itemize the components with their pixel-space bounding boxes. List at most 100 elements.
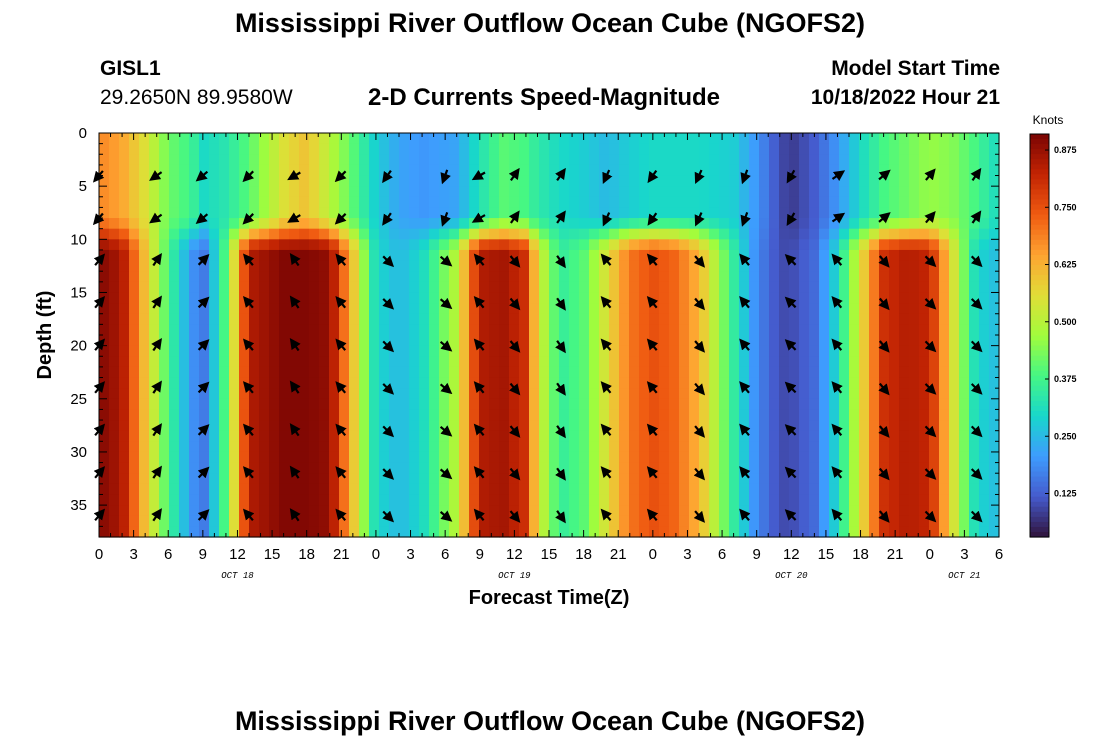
heatmap-cell [519,515,530,527]
current-vector-arrow [600,381,612,394]
heatmap-cell [639,260,650,272]
heatmap-cell [149,409,160,421]
heatmap-cell [589,164,600,177]
heatmap-cell [459,281,470,294]
x-tick-labels: 0 3 6 9 12 15 18 21 0 3 6 9 12 15 18 21 0 3 6 9 12 15 18 21 0 3 6 [95,546,1003,563]
heatmap-cell [129,164,140,177]
heatmap-cell [319,218,330,230]
heatmap-cell [259,409,270,421]
heatmap-cell [219,441,230,453]
heatmap-cell [249,494,260,506]
heatmap-cell [219,409,230,421]
heatmap-cell [359,313,370,325]
heatmap-cell [959,409,970,421]
heatmap-cell [109,218,120,230]
heatmap-cell [269,218,280,230]
heatmap-cell [449,271,460,283]
heatmap-cell [959,430,970,442]
heatmap-cell [729,313,740,325]
heatmap-cell [859,377,870,389]
heatmap-cell [169,143,180,155]
heatmap-cell [369,186,380,198]
heatmap-cell [779,239,790,251]
heatmap-cell [99,154,110,166]
heatmap-cell [219,430,230,442]
colorbar-tick-label: 0.375 [1054,374,1077,384]
heatmap-cell [769,494,780,506]
heatmap-cell [829,515,840,527]
heatmap-cell [549,494,560,506]
heatmap-cell [229,345,240,357]
heatmap-cell [639,154,650,166]
heatmap-cell [319,154,330,166]
heatmap-cell [359,154,370,166]
heatmap-cell [299,494,310,506]
heatmap-cell [559,292,570,304]
heatmap-cell [859,526,870,538]
heatmap-cell [149,186,160,198]
heatmap-cell [589,281,600,294]
heatmap-cell [929,526,940,538]
current-vector-arrow [739,381,751,394]
heatmap-cell [509,345,520,357]
heatmap-cell [499,133,510,145]
heatmap-cell [829,356,840,368]
heatmap-cell [919,186,930,198]
heatmap-cell [669,409,680,421]
heatmap-cell [629,281,640,294]
heatmap-cell [269,526,280,538]
heatmap-cell [109,228,120,240]
heatmap-cell [369,143,380,155]
heatmap-cell [589,366,600,379]
heatmap-cell [929,494,940,506]
heatmap-cell [909,483,920,496]
heatmap-cell [509,313,520,325]
heatmap-cell [609,249,620,262]
heatmap-cell [699,356,710,368]
heatmap-cell [129,143,140,155]
heatmap-cell [539,483,550,496]
colorbar-segment [1030,476,1049,483]
heatmap-cell [329,398,340,411]
heatmap-cell [779,249,790,262]
heatmap-cell [719,335,730,347]
heatmap-cell [309,313,320,325]
heatmap-cell [279,441,290,453]
heatmap-cell [99,515,110,527]
heatmap-cell [359,335,370,347]
heatmap-cell [649,303,660,315]
heatmap-cell [949,133,960,145]
heatmap-cell [599,303,610,315]
heatmap-cell [419,377,430,389]
heatmap-cell [309,409,320,421]
heatmap-cell [229,505,240,517]
heatmap-cell [609,175,620,187]
heatmap-cell [979,186,990,198]
heatmap-cell [379,324,390,336]
heatmap-cell [729,462,740,474]
heatmap-cell [99,483,110,496]
heatmap-cell [909,196,920,209]
heatmap-cell [129,196,140,209]
heatmap-cell [259,430,270,442]
heatmap-cell [459,133,470,145]
heatmap-cell [679,526,690,538]
heatmap-cell [429,260,440,272]
heatmap-cell [129,324,140,336]
heatmap-cell [549,271,560,283]
heatmap-cell [499,175,510,187]
heatmap-cell [889,154,900,166]
heatmap-cell [739,239,750,251]
heatmap-cell [349,494,360,506]
heatmap-cell [689,356,700,368]
colorbar-segment [1030,234,1049,241]
heatmap-cell [819,228,830,240]
heatmap-cell [529,366,540,379]
heatmap-cell [339,451,350,464]
heatmap-cell [319,175,330,187]
heatmap-cell [669,526,680,538]
heatmap-cell [179,164,190,177]
heatmap-cell [509,335,520,347]
heatmap-cell [319,356,330,368]
heatmap-cell [729,196,740,209]
